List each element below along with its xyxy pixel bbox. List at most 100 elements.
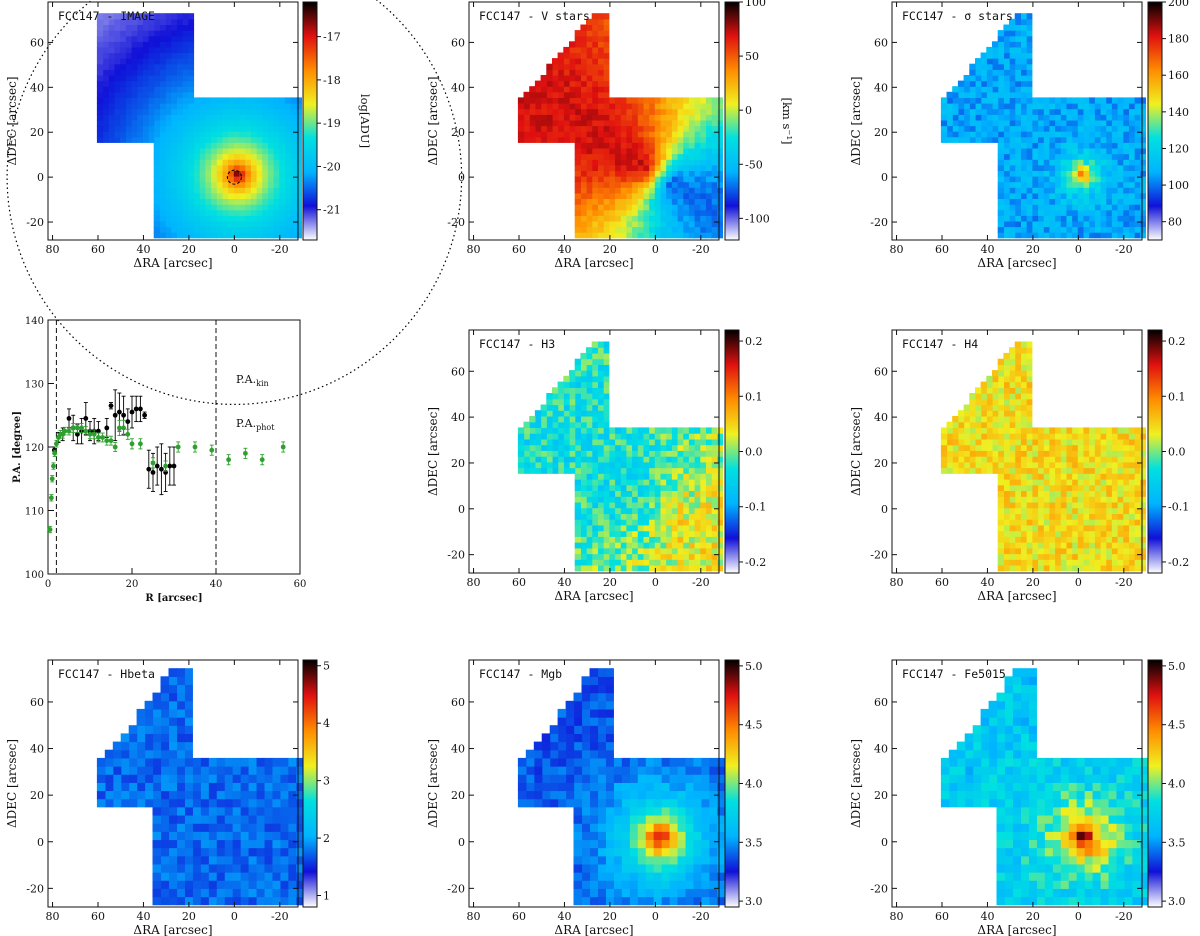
map-pixel	[1128, 142, 1135, 149]
map-pixel	[986, 410, 993, 417]
map-pixel	[1077, 108, 1084, 115]
map-pixel	[273, 142, 280, 149]
map-pixel	[608, 220, 616, 228]
map-pixel	[654, 192, 661, 200]
map-pixel	[295, 888, 305, 898]
map-pixel	[1088, 119, 1095, 127]
map-pixel	[290, 136, 297, 143]
map-pixel	[256, 170, 263, 177]
map-pixel	[1128, 565, 1135, 572]
map-pixel	[216, 209, 223, 216]
map-pixel	[586, 136, 593, 143]
map-pixel	[699, 147, 706, 155]
map-pixel	[1054, 501, 1061, 509]
map-pixel	[688, 204, 695, 211]
map-pixel	[1082, 456, 1090, 463]
map-pixel	[1082, 484, 1090, 492]
map-pixel	[187, 13, 195, 20]
map-pixel	[608, 187, 616, 194]
map-pixel	[557, 108, 564, 115]
map-pixel	[992, 131, 999, 138]
map-pixel	[631, 559, 638, 566]
map-pixel	[187, 198, 195, 205]
map-pixel	[284, 192, 291, 200]
map-pixel	[591, 215, 598, 222]
map-pixel	[1071, 542, 1078, 549]
map-pixel	[1077, 513, 1084, 520]
map-pixel	[1054, 204, 1061, 211]
map-pixel	[244, 181, 251, 188]
map-pixel	[1094, 136, 1101, 143]
map-pixel	[1088, 542, 1095, 549]
map-pixel	[170, 209, 177, 216]
map-pixel	[631, 524, 638, 532]
map-pixel	[603, 176, 610, 183]
map-pixel	[574, 450, 581, 457]
map-pixel	[546, 63, 553, 70]
map-pixel	[659, 450, 667, 457]
map-pixel	[654, 501, 661, 509]
map-pixel	[125, 46, 132, 54]
map-pixel	[108, 18, 115, 26]
map-pixel	[250, 103, 257, 110]
map-pixel	[1128, 220, 1135, 228]
map-pixel	[1009, 198, 1016, 205]
map-pixel	[1020, 416, 1027, 423]
map-pixel	[586, 220, 593, 228]
map-pixel	[1037, 433, 1044, 440]
map-pixel	[603, 35, 610, 42]
map-pixel	[603, 131, 610, 138]
map-pixel	[227, 136, 234, 143]
map-pixel	[569, 63, 576, 70]
map-pixel	[557, 433, 564, 440]
map-pixel	[1094, 97, 1101, 104]
map-pixel	[290, 181, 297, 188]
map-pixel	[159, 119, 166, 127]
map-pixel	[986, 416, 993, 423]
map-pixel	[574, 75, 581, 82]
map-pixel	[102, 69, 109, 76]
map-pixel	[614, 438, 621, 446]
map-pixel	[957, 103, 965, 110]
map-pixel	[261, 170, 268, 177]
map-pixel	[256, 855, 265, 865]
map-pixel	[216, 204, 223, 211]
map-pixel	[1134, 519, 1141, 526]
map-pixel	[648, 473, 655, 480]
map-pixel	[216, 774, 225, 783]
map-pixel	[1117, 467, 1124, 474]
map-pixel	[210, 181, 217, 188]
map-pixel	[136, 131, 143, 138]
map-pixel	[1043, 438, 1050, 446]
map-pixel	[1105, 519, 1112, 526]
map-pixel	[625, 427, 633, 434]
map-pixel	[1043, 131, 1050, 138]
map-pixel	[1003, 433, 1010, 440]
y-axis-label: ΔDEC [arcsec]	[426, 407, 440, 496]
map-pixel	[142, 131, 149, 138]
map-pixel	[165, 164, 172, 172]
map-pixel	[716, 433, 723, 440]
map-pixel	[682, 433, 689, 440]
map-pixel	[1009, 86, 1016, 93]
map-pixel	[1105, 131, 1112, 138]
map-pixel	[642, 220, 650, 228]
map-pixel	[614, 181, 621, 188]
map-pixel	[1077, 501, 1084, 509]
map-pixel	[102, 114, 109, 121]
map-pixel	[1077, 444, 1084, 451]
map-pixel	[1088, 490, 1095, 497]
map-pixel	[665, 226, 672, 233]
map-pixel	[552, 91, 559, 99]
map-pixel	[586, 204, 593, 211]
map-pixel	[176, 204, 183, 211]
map-pixel	[705, 114, 712, 121]
map-pixel	[1128, 444, 1135, 451]
map-pixel	[182, 192, 189, 200]
map-pixel	[182, 136, 189, 143]
map-pixel	[552, 427, 559, 434]
map-pixel	[176, 131, 183, 138]
map-pixel	[586, 404, 593, 411]
map-pixel	[256, 97, 263, 104]
map-pixel	[1020, 467, 1027, 474]
